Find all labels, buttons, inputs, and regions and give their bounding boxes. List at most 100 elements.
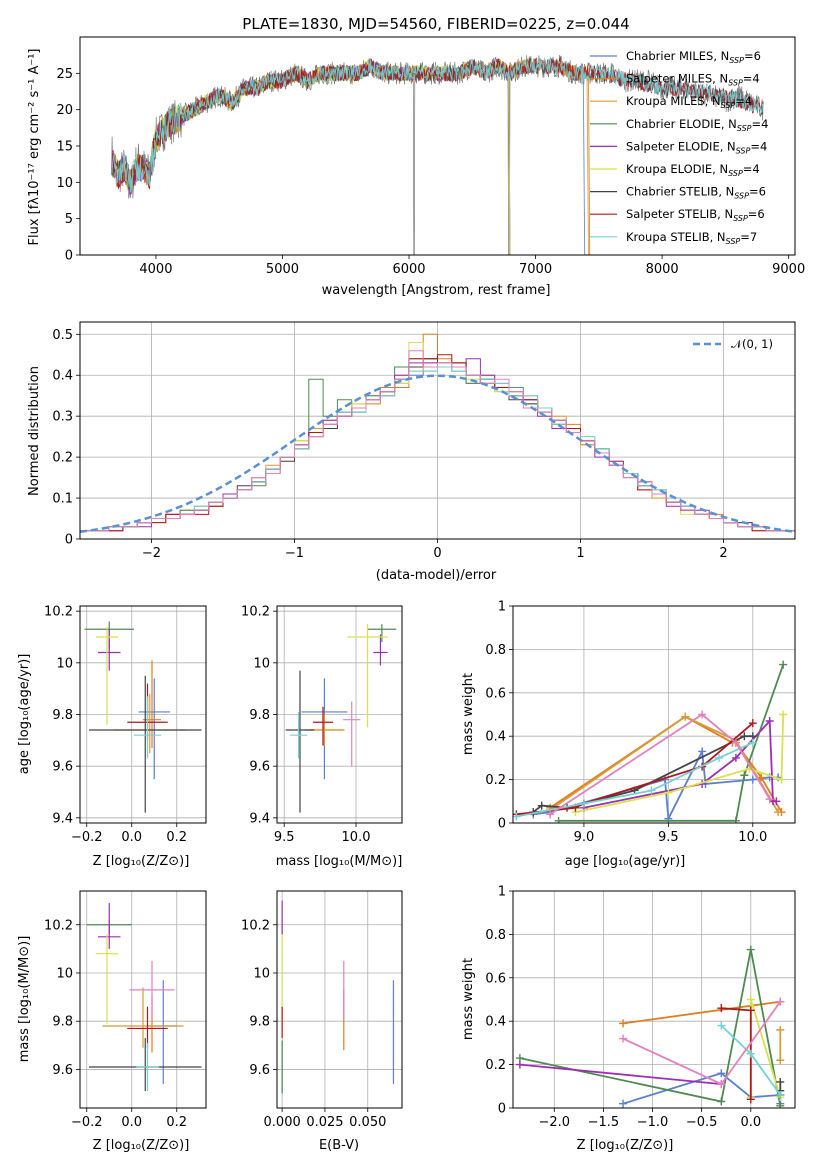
mass-vs-metallicity-ytick-label: 9.6 bbox=[52, 1063, 73, 1078]
massweight-vs-age-panel: age [log₁₀(age/yr)] mass weight 9.0 9.5 10… bbox=[461, 600, 796, 869]
mass-vs-ebv-panel: E(B-V) 0.000 0.025 0.050 9.6 9.8 10 10.2 bbox=[241, 890, 403, 1153]
spectrum-panel: PLATE=1830, MJD=54560, FIBERID=0225, z=0… bbox=[27, 15, 805, 298]
residuals-ylabel: Normed distribution bbox=[27, 366, 42, 496]
massweight-vs-metallicity-xtick-label: −2.0 bbox=[538, 1115, 570, 1130]
mass-vs-ebv-ytick-label: 10.2 bbox=[241, 918, 270, 933]
mass-weight-point bbox=[765, 795, 774, 804]
residuals-ytick-label: 0 bbox=[65, 533, 73, 548]
mass-vs-metallicity-panel: Z [log₁₀(Z/Z⊙)] mass [log₁₀(M/M⊙)] −0.2 0… bbox=[17, 890, 207, 1153]
spectrum-xtick-label: 8000 bbox=[646, 262, 679, 277]
mass-weight-series-line bbox=[549, 713, 771, 816]
mass-weight-point bbox=[776, 1077, 785, 1086]
age-vs-metallicity-xtick-label: −0.2 bbox=[71, 830, 103, 845]
massweight-vs-metallicity-ytick-label: 1 bbox=[498, 885, 506, 900]
residuals-panel: (data-model)/error Normed distribution −… bbox=[27, 321, 796, 583]
residuals-xtick-label: 0 bbox=[433, 546, 441, 561]
spectrum-ytick-label: 10 bbox=[56, 176, 73, 191]
spectrum-frame bbox=[79, 36, 796, 256]
legend-label: Chabrier MILES, NSSP=6 bbox=[626, 49, 761, 65]
age-vs-mass-ytick-label: 10.2 bbox=[241, 605, 270, 620]
massweight-vs-age-lines bbox=[513, 660, 788, 823]
mass-weight-point bbox=[776, 997, 785, 1006]
mass-weight-point bbox=[779, 660, 788, 669]
mass-weight-point bbox=[746, 1006, 755, 1015]
residuals-xtick-label: −2 bbox=[142, 546, 161, 561]
mass-weight-point bbox=[554, 816, 563, 823]
mass-vs-metallicity-points bbox=[86, 903, 202, 1092]
age-vs-metallicity-xlabel: Z [log₁₀(Z/Z⊙)] bbox=[93, 854, 190, 869]
mass-weight-point bbox=[546, 810, 555, 819]
massweight-vs-metallicity-ytick-label: 0 bbox=[498, 1102, 506, 1117]
massweight-vs-metallicity-ytick-label: 0.6 bbox=[485, 971, 506, 986]
massweight-vs-age-ytick-label: 0.2 bbox=[485, 773, 506, 788]
mass-weight-point bbox=[779, 710, 788, 719]
spectrum-ytick-label: 25 bbox=[56, 67, 73, 82]
mass-weight-point bbox=[777, 775, 786, 784]
mass-weight-point bbox=[776, 1056, 785, 1065]
mass-weight-point bbox=[717, 1021, 726, 1030]
residuals-ytick-label: 0.3 bbox=[52, 410, 73, 425]
mass-weight-point bbox=[698, 710, 707, 719]
model-spectrum-line bbox=[111, 56, 764, 190]
age-vs-metallicity-ytick-label: 9.4 bbox=[52, 811, 73, 826]
mass-weight-series-line bbox=[749, 999, 782, 1098]
massweight-vs-age-frame bbox=[512, 605, 796, 824]
mass-weight-point bbox=[731, 738, 740, 747]
age-vs-mass-ytick-label: 9.8 bbox=[249, 708, 270, 723]
massweight-vs-metallicity-xtick-label: −0.5 bbox=[686, 1115, 718, 1130]
mass-weight-point bbox=[537, 801, 546, 810]
residuals-ytick-label: 0.1 bbox=[52, 492, 73, 507]
mass-weight-series-line bbox=[519, 1063, 722, 1085]
mass-weight-point bbox=[776, 1101, 785, 1108]
model-spectrum-line bbox=[111, 58, 591, 255]
mass-vs-metallicity-xtick-label: −0.2 bbox=[71, 1115, 103, 1130]
massweight-vs-age-ytick-label: 0.8 bbox=[485, 643, 506, 658]
massweight-vs-metallicity-xtick-label: −1.5 bbox=[588, 1115, 620, 1130]
residuals-ytick-label: 0.2 bbox=[52, 451, 73, 466]
massweight-vs-metallicity-lines bbox=[515, 945, 785, 1108]
mass-weight-point bbox=[765, 717, 774, 726]
age-vs-mass-xlabel: mass [log₁₀(M/M⊙)] bbox=[276, 854, 403, 869]
model-spectrum-line bbox=[111, 57, 764, 193]
age-vs-metallicity-ytick-label: 10.2 bbox=[44, 605, 73, 620]
spectrum-lines bbox=[111, 55, 764, 255]
residuals-xtick-label: −1 bbox=[285, 546, 304, 561]
mass-weight-series-line bbox=[519, 949, 782, 1106]
spectrum-legend: Chabrier MILES, NSSP=6 Salpeter MILES, NS… bbox=[590, 49, 768, 246]
histogram-lines bbox=[80, 333, 795, 539]
model-spectrum-line bbox=[111, 58, 589, 255]
spectrum-xtick-label: 9000 bbox=[772, 262, 805, 277]
massweight-vs-metallicity-ytick-label: 0.2 bbox=[485, 1058, 506, 1073]
residuals-legend: 𝒩(0, 1) bbox=[693, 337, 773, 351]
mass-weight-point bbox=[664, 788, 673, 797]
mass-vs-ebv-xtick-label: 0.025 bbox=[306, 1115, 343, 1130]
massweight-vs-metallicity-ytick-label: 0.8 bbox=[485, 928, 506, 943]
massweight-vs-metallicity-xlabel: Z [log₁₀(Z/Z⊙)] bbox=[577, 1138, 674, 1153]
massweight-vs-metallicity-panel: Z [log₁₀(Z/Z⊙)] mass weight −2.0 −1.5 −1.0… bbox=[461, 885, 796, 1153]
spectrum-xtick-label: 4000 bbox=[139, 262, 172, 277]
age-vs-mass-panel: mass [log₁₀(M/M⊙)] 9.5 10.0 9.4 9.6 9.8 10 10.… bbox=[241, 605, 403, 869]
histogram-step-line bbox=[80, 350, 795, 539]
mass-weight-series-line bbox=[558, 664, 785, 822]
spectrum-xlabel: wavelength [Angstrom, rest frame] bbox=[322, 283, 551, 298]
massweight-vs-metallicity-xtick-label: 0.0 bbox=[740, 1115, 761, 1130]
age-vs-metallicity-points bbox=[84, 621, 202, 813]
massweight-vs-age-xtick-label: 9.5 bbox=[658, 830, 679, 845]
spectrum-ytick-label: 20 bbox=[56, 103, 73, 118]
spectrum-ytick-label: 0 bbox=[65, 249, 73, 264]
mass-weight-point bbox=[776, 1025, 785, 1034]
legend-label: Salpeter ELODIE, NSSP=4 bbox=[626, 139, 767, 155]
mass-vs-metallicity-ytick-label: 10.2 bbox=[44, 918, 73, 933]
mass-weight-point bbox=[717, 1004, 726, 1013]
age-vs-mass-xtick-label: 9.5 bbox=[274, 830, 295, 845]
mass-vs-metallicity-xtick-label: 0.0 bbox=[121, 1115, 142, 1130]
massweight-vs-age-ytick-label: 0.6 bbox=[485, 686, 506, 701]
spectrum-xtick-label: 6000 bbox=[392, 262, 425, 277]
legend-label: Kroupa STELIB, NSSP=7 bbox=[626, 230, 757, 246]
mass-weight-point bbox=[619, 1019, 628, 1028]
age-vs-mass-ytick-label: 9.6 bbox=[249, 760, 270, 775]
mass-weight-series-line bbox=[532, 735, 753, 813]
massweight-vs-metallicity-xtick-label: −1.0 bbox=[637, 1115, 669, 1130]
spectrum-ytick-label: 15 bbox=[56, 140, 73, 155]
legend-label: Chabrier ELODIE, NSSP=4 bbox=[626, 117, 768, 133]
